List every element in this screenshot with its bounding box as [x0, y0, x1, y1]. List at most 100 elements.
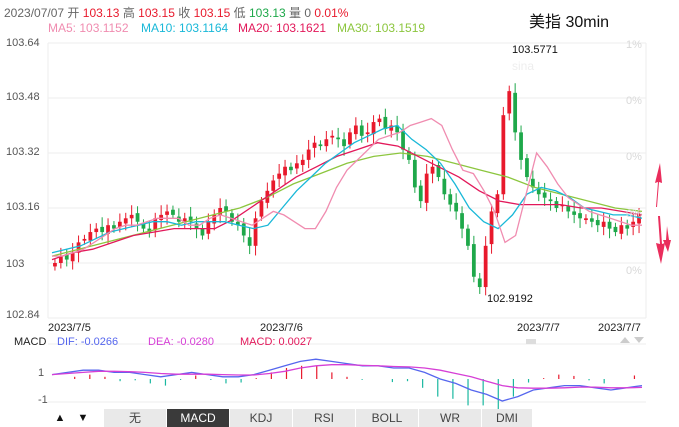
candle-body — [525, 158, 529, 178]
pct-tick-1: 0% — [626, 95, 642, 107]
candle-body — [224, 206, 228, 212]
close-label: 收 — [178, 6, 191, 20]
tab-rsi[interactable]: RSI — [293, 409, 356, 427]
high-value: 103.15 — [138, 6, 175, 20]
tab-wr[interactable]: WR — [419, 409, 482, 427]
candle-body — [330, 135, 335, 138]
candle-body — [159, 214, 164, 221]
candle-body — [70, 252, 75, 262]
scroll-up-button[interactable]: ▲ — [54, 412, 66, 424]
candle-body — [253, 218, 258, 246]
ma5-label: MA5: 103.1152 — [48, 21, 129, 35]
candle-body — [129, 214, 134, 219]
candle-body — [536, 187, 541, 195]
y-tick-2: 103.32 — [6, 146, 40, 158]
candle-body — [348, 132, 352, 145]
candle-body — [637, 214, 641, 224]
candle-body — [88, 232, 93, 241]
candle-body — [377, 118, 382, 123]
ma-lines — [51, 117, 643, 261]
candle-body — [188, 216, 193, 222]
scroll-down-button[interactable]: ▼ — [77, 412, 89, 424]
candle-body — [454, 202, 459, 212]
ma20-label: MA20: 103.1621 — [238, 21, 327, 35]
candle-body — [548, 199, 553, 202]
candle-body — [206, 221, 211, 234]
candle-body — [300, 159, 305, 166]
pct-tick-3: 0% — [626, 208, 642, 220]
macd-y-top: 1 — [38, 367, 45, 379]
candle-body — [477, 278, 482, 288]
tab-kdj[interactable]: KDJ — [230, 409, 293, 427]
macd-nav-icons[interactable] — [526, 337, 644, 344]
candle-body — [412, 159, 417, 188]
low-annotation: 102.9192 — [487, 293, 533, 305]
candle-body — [589, 218, 594, 222]
trend-arrow-icon — [655, 163, 671, 264]
candle-body — [424, 173, 429, 203]
watermark: sina — [512, 59, 534, 73]
candle-body — [76, 242, 81, 253]
candle-body — [277, 173, 282, 179]
macd-name: MACD — [14, 336, 47, 348]
candle-body — [383, 116, 388, 129]
ma10-label: MA10: 103.1164 — [141, 21, 229, 35]
y-tick-4: 103 — [6, 258, 25, 270]
candle-body — [448, 194, 453, 205]
candle-body — [407, 151, 411, 160]
candle-body — [542, 192, 547, 198]
candle-body — [212, 214, 217, 224]
candle-body — [200, 228, 205, 236]
quote-header: 2023/07/07 开 103.13 高 103.15 收 103.15 低 … — [4, 4, 348, 21]
candle-body — [171, 209, 175, 215]
candle-body — [82, 238, 87, 241]
candle-body — [495, 194, 500, 214]
candle-body — [442, 178, 447, 195]
candle-body — [318, 144, 323, 147]
ma30-label: MA30: 103.1519 — [337, 21, 426, 35]
candle-body — [64, 254, 69, 260]
candle-body — [365, 132, 370, 135]
candle-body — [566, 206, 571, 212]
pct-tick-0: 1% — [626, 39, 642, 51]
candle-body — [259, 201, 264, 217]
candle-body — [501, 115, 506, 195]
tab-none[interactable]: 无 — [104, 409, 167, 427]
open-label: 开 — [67, 6, 80, 20]
candle-body — [389, 125, 394, 131]
candle-body — [147, 228, 152, 233]
candle-body — [123, 218, 128, 224]
candle-body — [235, 221, 240, 226]
candle-body — [601, 221, 606, 227]
candle-body — [513, 92, 518, 133]
open-value: 103.13 — [82, 6, 120, 20]
volume-label: 量 — [289, 6, 302, 20]
candle-body — [241, 223, 246, 236]
candle-body — [595, 220, 600, 226]
candle-body — [353, 125, 358, 135]
candle-body — [94, 228, 99, 233]
candle-body — [430, 166, 435, 174]
candle-body — [489, 211, 494, 245]
tab-dmi[interactable]: DMI — [482, 409, 533, 427]
candle-body — [359, 125, 364, 136]
candle-body — [324, 139, 329, 147]
ma30-line — [51, 152, 643, 257]
macd-y-bottom: -1 — [38, 394, 48, 406]
candle-body — [194, 223, 199, 229]
tab-macd[interactable]: MACD — [167, 409, 230, 427]
candle-body — [371, 122, 376, 135]
candle-body — [530, 178, 535, 188]
candle-body — [283, 166, 287, 176]
x-tick-1: 2023/7/6 — [260, 322, 303, 334]
candle-body — [312, 142, 317, 148]
candle-body — [418, 185, 423, 202]
candle-body — [572, 211, 577, 215]
y-tick-3: 103.16 — [6, 201, 40, 213]
macd-dea: DEA: -0.0280 — [148, 336, 215, 348]
candle-body — [218, 208, 223, 215]
tab-boll[interactable]: BOLL — [356, 409, 419, 427]
ma20-line — [51, 142, 643, 261]
candle-body — [165, 211, 169, 215]
